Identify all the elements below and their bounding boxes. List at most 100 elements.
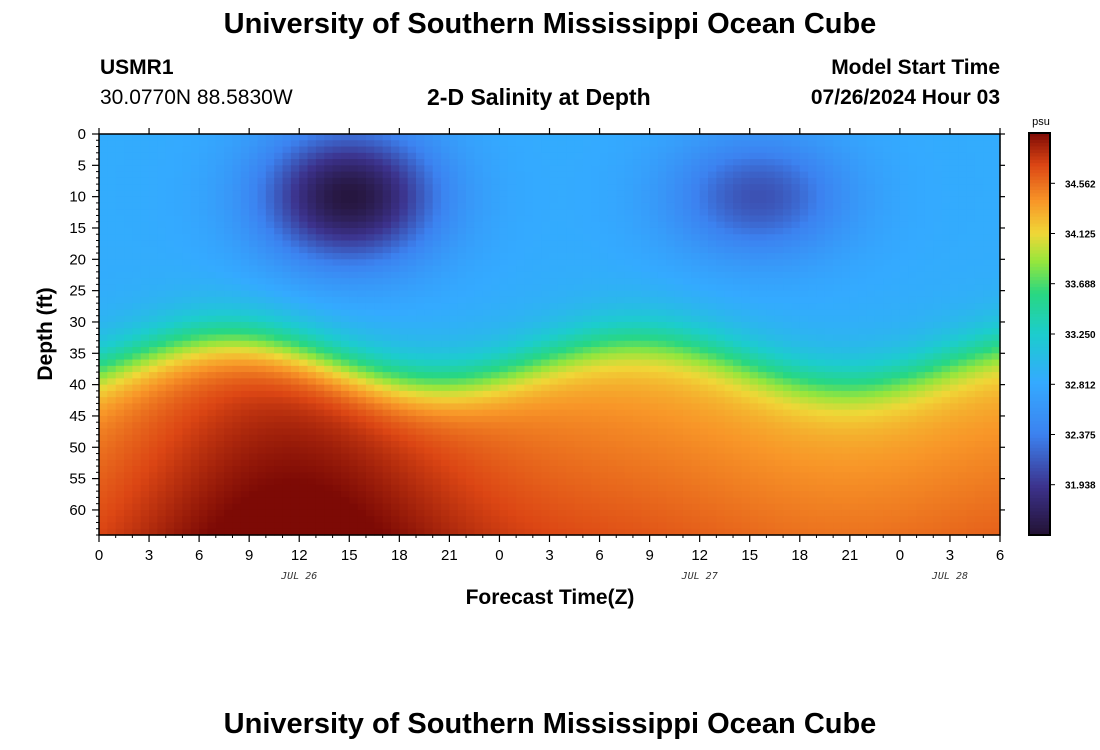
heatmap-cell (165, 491, 175, 499)
heatmap-cell (657, 428, 667, 436)
heatmap-cell (566, 503, 576, 511)
heatmap-cell (616, 190, 626, 198)
heatmap-cell (365, 409, 375, 417)
heatmap-cell (649, 509, 659, 517)
heatmap-cell (616, 290, 626, 298)
heatmap-cell (349, 184, 359, 191)
heatmap-cell (240, 259, 250, 267)
heatmap-cell (257, 227, 267, 235)
heatmap-cell (733, 202, 742, 210)
heatmap-cell (708, 441, 717, 448)
heatmap-cell (132, 152, 142, 160)
heatmap-cell (224, 353, 234, 361)
heatmap-cell (699, 221, 709, 229)
heatmap-cell (299, 284, 309, 292)
heatmap-cell (124, 303, 133, 311)
heatmap-cell (641, 271, 651, 279)
heatmap-cell (708, 434, 717, 442)
heatmap-cell (616, 522, 626, 530)
heatmap-cell (224, 159, 234, 166)
heatmap-cell (708, 353, 717, 361)
heatmap-cell (357, 447, 367, 455)
heatmap-cell (741, 459, 751, 467)
heatmap-cell (491, 428, 501, 436)
heatmap-cell (574, 246, 584, 254)
heatmap-cell (424, 516, 434, 524)
heatmap-cell (107, 209, 117, 217)
heatmap-cell (107, 472, 117, 480)
heatmap-cell (174, 209, 184, 217)
heatmap-cell (299, 447, 309, 455)
heatmap-cell (282, 478, 292, 486)
heatmap-cell (441, 441, 450, 448)
heatmap-cell (691, 234, 701, 242)
heatmap-cell (632, 221, 642, 229)
heatmap-cell (274, 484, 284, 492)
heatmap-cell (466, 422, 476, 430)
heatmap-cell (290, 253, 300, 260)
heatmap-cell (524, 347, 534, 354)
heatmap-cell (107, 296, 117, 304)
heatmap-cell (132, 372, 142, 379)
heatmap-cell (466, 234, 476, 242)
heatmap-cell (549, 209, 559, 217)
heatmap-cell (541, 234, 551, 242)
heatmap-cell (474, 296, 484, 304)
heatmap-cell (482, 372, 492, 379)
heatmap-cell (574, 177, 584, 185)
heatmap-cell (324, 384, 334, 392)
heatmap-cell (107, 516, 117, 524)
heatmap-cell (682, 403, 692, 411)
heatmap-cell (432, 196, 442, 204)
heatmap-cell (382, 321, 392, 329)
heatmap-cell (582, 334, 592, 342)
heatmap-cell (566, 196, 576, 204)
heatmap-cell (390, 509, 400, 517)
heatmap-cell (315, 209, 325, 217)
heatmap-cell (157, 278, 167, 285)
heatmap-cell (733, 171, 742, 179)
heatmap-cell (724, 447, 734, 455)
heatmap-cell (607, 466, 617, 473)
heatmap-cell (599, 428, 609, 436)
heatmap-cell (649, 271, 659, 279)
heatmap-cell (132, 365, 142, 373)
heatmap-cell (557, 359, 567, 367)
heatmap-cell (282, 265, 292, 273)
heatmap-cell (165, 240, 175, 248)
heatmap-cell (682, 365, 692, 373)
heatmap-cell (274, 321, 284, 329)
heatmap-cell (432, 202, 442, 210)
heatmap-cell (457, 227, 467, 235)
heatmap-cell (541, 152, 551, 160)
heatmap-cell (274, 503, 284, 511)
heatmap-cell (332, 278, 342, 285)
heatmap-cell (332, 353, 342, 361)
heatmap-cell (607, 372, 617, 379)
heatmap-cell (557, 409, 567, 417)
heatmap-cell (641, 384, 651, 392)
heatmap-cell (290, 240, 300, 248)
heatmap-cell (232, 278, 242, 285)
heatmap-cell (274, 359, 284, 367)
heatmap-cell (382, 140, 392, 148)
heatmap-cell (240, 146, 250, 154)
heatmap-cell (524, 422, 534, 430)
heatmap-cell (224, 315, 234, 323)
heatmap-cell (641, 365, 651, 373)
heatmap-cell (232, 509, 242, 517)
heatmap-cell (674, 422, 684, 430)
heatmap-cell (315, 259, 325, 267)
heatmap-cell (724, 202, 734, 210)
heatmap-cell (724, 184, 734, 191)
heatmap-cell (482, 503, 492, 511)
heatmap-cell (249, 384, 259, 392)
heatmap-cell (632, 284, 642, 292)
heatmap-cell (249, 134, 259, 141)
heatmap-cell (474, 184, 484, 191)
heatmap-cell (182, 409, 192, 417)
heatmap-cell (682, 240, 692, 248)
heatmap-cell (282, 415, 292, 423)
heatmap-cell (632, 466, 642, 473)
heatmap-cell (733, 447, 742, 455)
